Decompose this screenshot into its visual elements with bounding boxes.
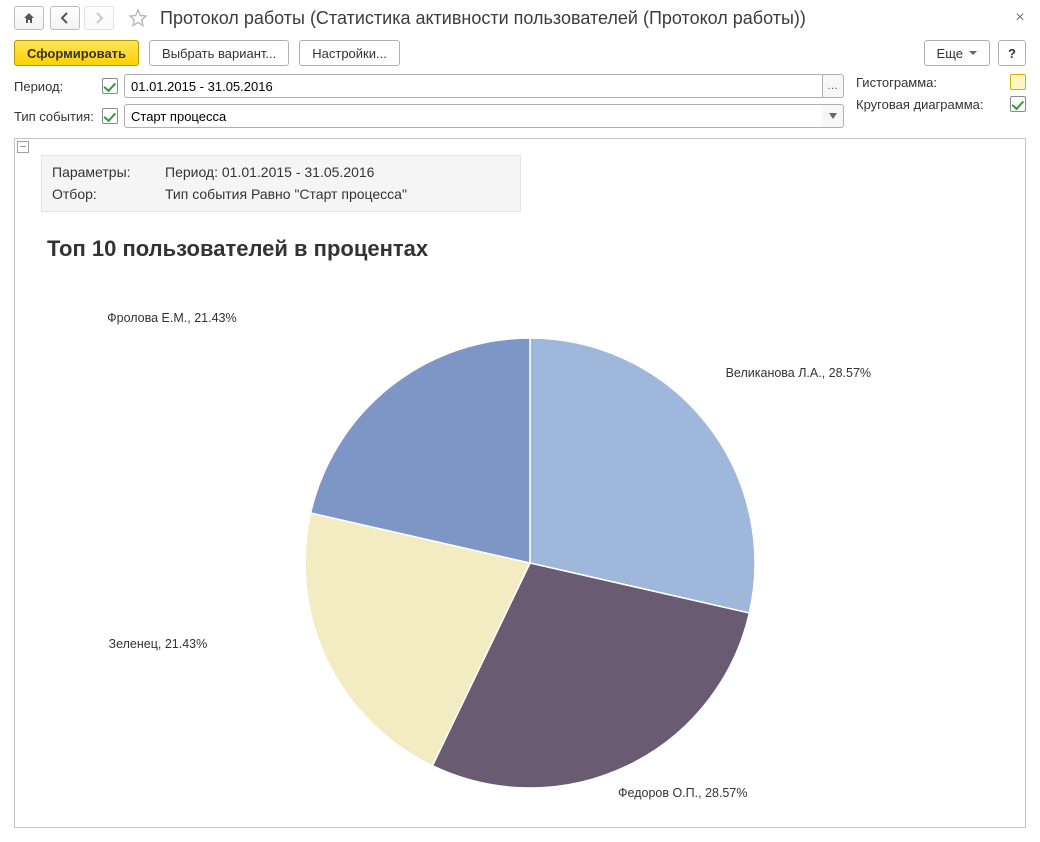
params-key: Параметры: xyxy=(52,162,147,184)
pie-slice-label: Великанова Л.А., 28.57% xyxy=(726,366,871,380)
report-area: – Параметры: Период: 01.01.2015 - 31.05.… xyxy=(14,138,1026,828)
collapse-toggle[interactable]: – xyxy=(17,141,29,153)
pie-slice-label: Федоров О.П., 28.57% xyxy=(618,786,747,800)
piechart-label: Круговая диаграмма: xyxy=(856,97,983,112)
pie-chart: Великанова Л.А., 28.57% Федоров О.П., 28.… xyxy=(41,268,1019,821)
back-button[interactable] xyxy=(50,6,80,30)
filter-key: Отбор: xyxy=(52,184,147,206)
forward-button[interactable] xyxy=(84,6,114,30)
settings-button[interactable]: Настройки... xyxy=(299,40,400,66)
generate-button[interactable]: Сформировать xyxy=(14,40,139,66)
filter-value: Тип события Равно "Старт процесса" xyxy=(165,184,407,206)
event-type-input[interactable] xyxy=(124,104,822,128)
histogram-label: Гистограмма: xyxy=(856,75,937,90)
help-button[interactable]: ? xyxy=(998,40,1026,66)
params-value: Период: 01.01.2015 - 31.05.2016 xyxy=(165,162,374,184)
event-type-checkbox[interactable] xyxy=(102,108,118,124)
close-button[interactable]: × xyxy=(1010,8,1030,28)
home-button[interactable] xyxy=(14,6,44,30)
pie-slice-label: Зеленец, 21.43% xyxy=(109,637,208,651)
window-title: Протокол работы (Статистика активности п… xyxy=(160,8,806,29)
histogram-checkbox[interactable] xyxy=(1010,74,1026,90)
chart-title: Топ 10 пользователей в процентах xyxy=(47,236,1019,262)
period-input[interactable] xyxy=(124,74,822,98)
period-label: Период: xyxy=(14,79,96,94)
period-picker-button[interactable]: … xyxy=(822,74,844,98)
choose-variant-button[interactable]: Выбрать вариант... xyxy=(149,40,289,66)
more-button[interactable]: Еще xyxy=(924,40,990,66)
parameters-block: Параметры: Период: 01.01.2015 - 31.05.20… xyxy=(41,155,521,212)
piechart-checkbox[interactable] xyxy=(1010,96,1026,112)
event-type-label: Тип события: xyxy=(14,109,96,124)
period-checkbox[interactable] xyxy=(102,78,118,94)
event-type-dropdown-button[interactable] xyxy=(822,104,844,128)
favorite-star-icon[interactable] xyxy=(126,6,150,30)
pie-slice-label: Фролова Е.М., 21.43% xyxy=(107,311,236,325)
